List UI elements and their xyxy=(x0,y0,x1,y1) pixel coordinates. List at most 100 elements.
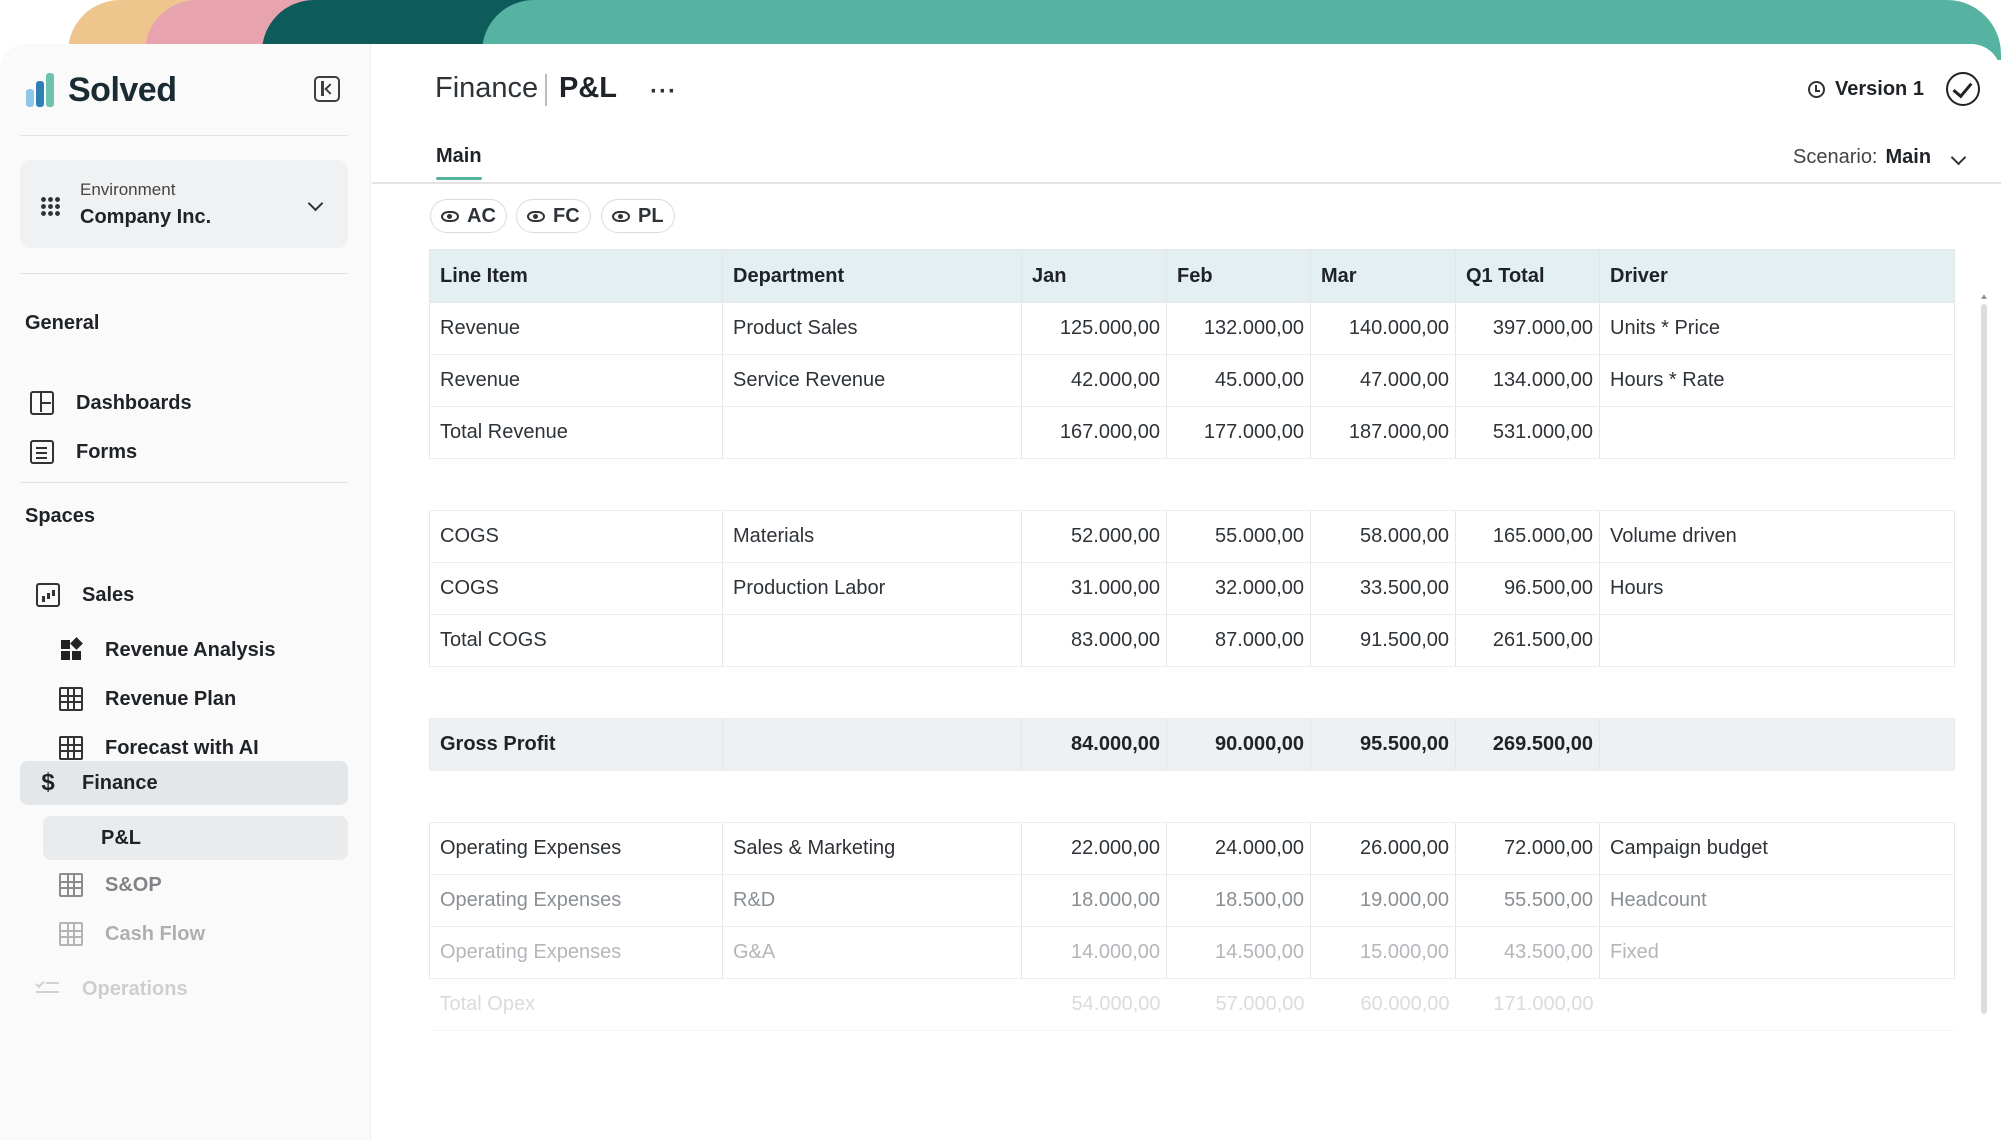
cell-line-item[interactable]: Revenue xyxy=(429,354,723,407)
version-button[interactable]: Version 1 xyxy=(1808,78,1924,101)
cell-feb[interactable]: 87.000,00 xyxy=(1166,614,1311,667)
nav-sales[interactable]: Sales xyxy=(36,575,134,615)
cell-driver[interactable]: Units * Price xyxy=(1599,302,1955,355)
cell-q1-total[interactable]: 55.500,00 xyxy=(1455,874,1600,927)
cell-q1-total[interactable]: 134.000,00 xyxy=(1455,354,1600,407)
cell-feb[interactable]: 45.000,00 xyxy=(1166,354,1311,407)
nav-cash-flow[interactable]: Cash Flow xyxy=(59,914,205,954)
brand-logo[interactable]: Solved xyxy=(26,70,177,110)
cell-jan[interactable]: 14.000,00 xyxy=(1021,926,1167,979)
cell-department[interactable]: Sales & Marketing xyxy=(722,822,1022,875)
column-header[interactable]: Driver xyxy=(1599,249,1955,303)
chip-ac[interactable]: AC xyxy=(430,199,507,233)
nav-revenue-analysis[interactable]: Revenue Analysis xyxy=(59,630,275,670)
cell-q1-total[interactable]: 72.000,00 xyxy=(1455,822,1600,875)
cell-driver[interactable] xyxy=(1599,718,1955,771)
cell-line-item[interactable]: COGS xyxy=(429,562,723,615)
cell-jan[interactable]: 31.000,00 xyxy=(1021,562,1167,615)
cell-mar[interactable]: 19.000,00 xyxy=(1310,874,1456,927)
cell-driver[interactable]: Volume driven xyxy=(1599,510,1955,563)
chip-fc[interactable]: FC xyxy=(516,199,591,233)
cell-department[interactable]: G&A xyxy=(722,926,1022,979)
cell-jan[interactable]: 54.000,00 xyxy=(1021,978,1167,1031)
cell-jan[interactable]: 22.000,00 xyxy=(1021,822,1167,875)
breadcrumb-parent[interactable]: Finance xyxy=(435,72,539,104)
cell-feb[interactable]: 32.000,00 xyxy=(1166,562,1311,615)
column-header[interactable]: Department xyxy=(722,249,1022,303)
cell-mar[interactable]: 58.000,00 xyxy=(1310,510,1456,563)
cell-line-item[interactable]: Operating Expenses xyxy=(429,822,723,875)
cell-department[interactable] xyxy=(722,978,1022,1031)
cell-mar[interactable]: 95.500,00 xyxy=(1310,718,1456,771)
cell-q1-total[interactable]: 165.000,00 xyxy=(1455,510,1600,563)
cell-department[interactable]: Production Labor xyxy=(722,562,1022,615)
environment-selector[interactable]: Environment Company Inc. xyxy=(20,160,348,248)
cell-line-item[interactable]: Revenue xyxy=(429,302,723,355)
cell-jan[interactable]: 167.000,00 xyxy=(1021,406,1167,459)
cell-mar[interactable]: 91.500,00 xyxy=(1310,614,1456,667)
tab-main[interactable]: Main xyxy=(436,145,482,167)
nav-pnl[interactable]: P&L xyxy=(43,816,348,860)
chevron-down-icon[interactable] xyxy=(1950,149,1967,166)
cell-driver[interactable] xyxy=(1599,406,1955,459)
cell-q1-total[interactable]: 261.500,00 xyxy=(1455,614,1600,667)
nav-operations[interactable]: Operations xyxy=(36,969,188,1009)
cell-q1-total[interactable]: 171.000,00 xyxy=(1455,978,1600,1031)
cell-jan[interactable]: 42.000,00 xyxy=(1021,354,1167,407)
column-header[interactable]: Line Item xyxy=(429,249,723,303)
cell-jan[interactable]: 83.000,00 xyxy=(1021,614,1167,667)
cell-mar[interactable]: 26.000,00 xyxy=(1310,822,1456,875)
more-options-button[interactable]: ··· xyxy=(650,78,677,105)
cell-jan[interactable]: 52.000,00 xyxy=(1021,510,1167,563)
cell-q1-total[interactable]: 269.500,00 xyxy=(1455,718,1600,771)
cell-jan[interactable]: 125.000,00 xyxy=(1021,302,1167,355)
cell-mar[interactable]: 140.000,00 xyxy=(1310,302,1456,355)
column-header[interactable]: Q1 Total xyxy=(1455,249,1600,303)
cell-department[interactable] xyxy=(722,406,1022,459)
cell-line-item[interactable]: Operating Expenses xyxy=(429,926,723,979)
cell-feb[interactable]: 14.500,00 xyxy=(1166,926,1311,979)
cell-feb[interactable]: 177.000,00 xyxy=(1166,406,1311,459)
cell-jan[interactable]: 84.000,00 xyxy=(1021,718,1167,771)
cell-q1-total[interactable]: 531.000,00 xyxy=(1455,406,1600,459)
cell-line-item[interactable]: Operating Expenses xyxy=(429,874,723,927)
scroll-up-arrow-icon[interactable] xyxy=(1981,294,1987,299)
cell-mar[interactable]: 47.000,00 xyxy=(1310,354,1456,407)
nav-forecast-with-ai[interactable]: Forecast with AI xyxy=(59,728,259,768)
cell-feb[interactable]: 90.000,00 xyxy=(1166,718,1311,771)
cell-q1-total[interactable]: 96.500,00 xyxy=(1455,562,1600,615)
cell-jan[interactable]: 18.000,00 xyxy=(1021,874,1167,927)
column-header[interactable]: Jan xyxy=(1021,249,1167,303)
cell-department[interactable] xyxy=(722,614,1022,667)
cell-department[interactable]: Product Sales xyxy=(722,302,1022,355)
cell-driver[interactable] xyxy=(1599,614,1955,667)
cell-department[interactable]: Materials xyxy=(722,510,1022,563)
cell-q1-total[interactable]: 43.500,00 xyxy=(1455,926,1600,979)
cell-feb[interactable]: 132.000,00 xyxy=(1166,302,1311,355)
cell-mar[interactable]: 187.000,00 xyxy=(1310,406,1456,459)
column-header[interactable]: Mar xyxy=(1310,249,1456,303)
cell-driver[interactable]: Campaign budget xyxy=(1599,822,1955,875)
cell-department[interactable]: Service Revenue xyxy=(722,354,1022,407)
cell-line-item[interactable]: Total Revenue xyxy=(429,406,723,459)
cell-mar[interactable]: 15.000,00 xyxy=(1310,926,1456,979)
column-header[interactable]: Feb xyxy=(1166,249,1311,303)
nav-forms[interactable]: Forms xyxy=(30,432,137,472)
cell-driver[interactable]: Fixed xyxy=(1599,926,1955,979)
cell-driver[interactable] xyxy=(1599,978,1955,1031)
cell-feb[interactable]: 24.000,00 xyxy=(1166,822,1311,875)
chip-pl[interactable]: PL xyxy=(601,199,675,233)
cell-feb[interactable]: 55.000,00 xyxy=(1166,510,1311,563)
nav-finance[interactable]: $ Finance xyxy=(20,761,348,805)
nav-revenue-plan[interactable]: Revenue Plan xyxy=(59,679,236,719)
cell-q1-total[interactable]: 397.000,00 xyxy=(1455,302,1600,355)
cell-driver[interactable]: Hours xyxy=(1599,562,1955,615)
cell-driver[interactable]: Hours * Rate xyxy=(1599,354,1955,407)
cell-feb[interactable]: 18.500,00 xyxy=(1166,874,1311,927)
cell-feb[interactable]: 57.000,00 xyxy=(1166,978,1311,1031)
cell-driver[interactable]: Headcount xyxy=(1599,874,1955,927)
cell-department[interactable] xyxy=(722,718,1022,771)
cell-line-item[interactable]: COGS xyxy=(429,510,723,563)
cell-mar[interactable]: 60.000,00 xyxy=(1310,978,1456,1031)
check-circle-icon[interactable] xyxy=(1946,72,1980,106)
